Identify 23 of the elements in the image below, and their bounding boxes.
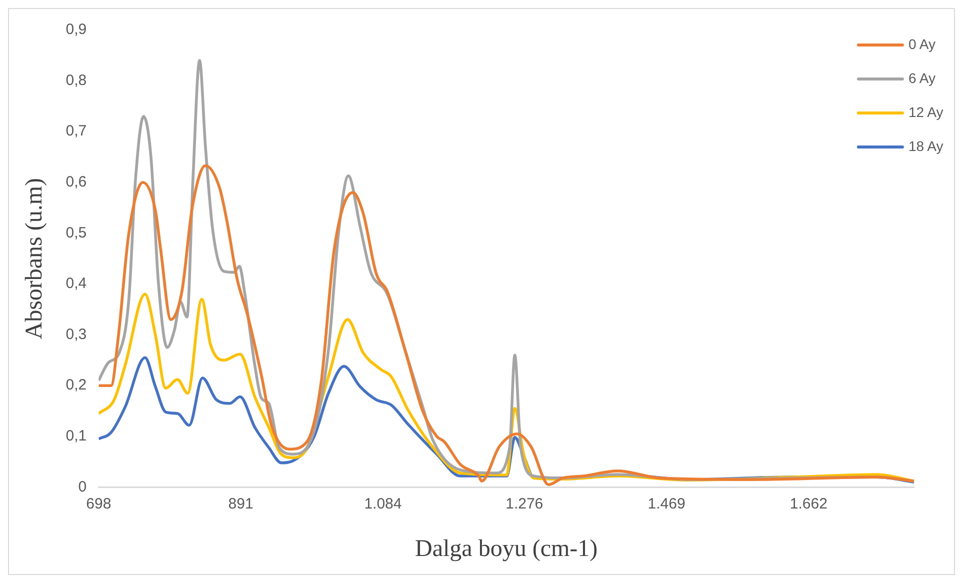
y-tick-label: 0 [78,478,87,496]
y-axis-title: Absorbans (u.m) [22,178,48,340]
y-tick-label: 0,4 [66,275,87,292]
legend-label: 6 Ay [908,70,936,86]
x-tick-label: 698 [86,495,112,512]
legend-label: 18 Ay [908,138,944,154]
y-tick-label: 0,9 [66,21,87,38]
legend-label: 12 Ay [908,104,944,120]
y-tick-label: 0,2 [66,376,87,394]
y-tick-label: 0,3 [66,326,87,343]
y-tick-label: 0,5 [66,224,87,242]
y-tick-label: 0,6 [66,174,87,191]
legend-label: 0 Ay [908,36,936,52]
y-tick-label: 0,8 [66,72,87,89]
line-series [98,164,914,486]
y-tick-label: 0,1 [66,428,87,445]
x-tick-label: 891 [228,495,254,512]
x-tick-label: 1.084 [364,495,402,512]
x-tick-label: 1.276 [506,495,544,512]
x-axis-title: Dalga boyu (cm-1) [415,536,598,562]
x-tick-label: 1.469 [648,495,686,512]
x-tick-label: 1.662 [790,495,828,512]
y-tick-label: 0,7 [66,122,87,140]
